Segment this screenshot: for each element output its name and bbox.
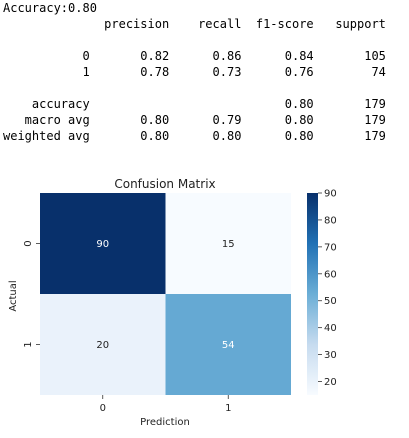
y-axis-label: Actual: [8, 280, 19, 311]
colorbar-tick-label: 30: [324, 350, 337, 361]
heatmap-cell: [165, 294, 291, 395]
classification-report: Accuracy:0.80 precision recall f1-score …: [3, 0, 386, 144]
x-tick-label: 1: [225, 403, 231, 414]
colorbar-tick-label: 90: [324, 189, 337, 200]
colorbar-tick-label: 20: [324, 377, 337, 388]
report-line: macro avg 0.80 0.79 0.80 179: [3, 113, 386, 127]
colorbar-tick-label: 80: [324, 215, 337, 226]
colorbar-ticks: 20 30 40 50 60 70 80 90: [318, 189, 337, 388]
colorbar: [307, 193, 318, 395]
heatmap-cells: 90 15 20 54: [40, 193, 291, 395]
heatmap-cell: [40, 294, 166, 395]
cell-value-label: 54: [222, 340, 235, 351]
y-tick-label: 0: [23, 240, 34, 246]
report-line: weighted avg 0.80 0.80 0.80 179: [3, 129, 386, 143]
x-tick-label: 0: [100, 403, 106, 414]
cell-value-label: 20: [96, 340, 109, 351]
x-axis-label: Prediction: [140, 417, 190, 428]
cell-value-label: 90: [96, 239, 109, 250]
report-line: Accuracy:0.80: [3, 1, 97, 15]
colorbar-tick-label: 40: [324, 323, 337, 334]
report-line: 0 0.82 0.86 0.84 105: [3, 49, 386, 63]
chart-title: Confusion Matrix: [114, 177, 215, 191]
colorbar-tick-label: 50: [324, 296, 337, 307]
report-line: 1 0.78 0.73 0.76 74: [3, 65, 386, 79]
report-line: precision recall f1-score support: [3, 17, 386, 31]
colorbar-tick-label: 60: [324, 269, 337, 280]
heatmap-cell: [40, 193, 166, 294]
report-line: accuracy 0.80 179: [3, 97, 386, 111]
y-axis-ticks: 01: [23, 240, 40, 348]
heatmap-cell: [165, 193, 291, 294]
y-tick-label: 1: [23, 341, 34, 347]
colorbar-tick-label: 70: [324, 242, 337, 253]
cell-value-label: 15: [222, 239, 235, 250]
